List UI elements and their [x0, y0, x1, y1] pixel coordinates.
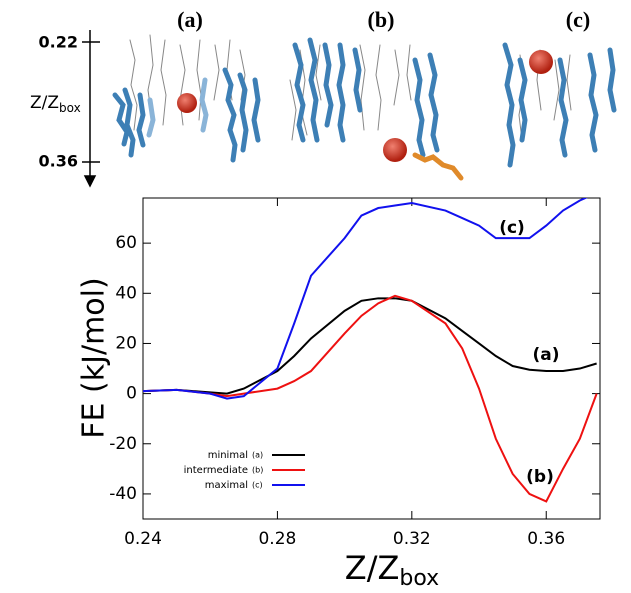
- x-tick-label: 0.24: [124, 529, 162, 549]
- legend-tag: (c): [252, 481, 263, 490]
- series-line: [143, 294, 598, 503]
- snapshots: [112, 34, 617, 181]
- y-tick-label: 20: [115, 333, 137, 353]
- y-tick-label: -20: [109, 434, 137, 454]
- depth-axis: [82, 30, 100, 188]
- annotation: (c): [499, 218, 525, 238]
- depth-label: Z/Zbox: [30, 93, 81, 115]
- depth-label-main: Z/Z: [30, 93, 59, 113]
- depth-tick: 0.22: [39, 33, 78, 52]
- x-axis-label-main: Z/Z: [345, 549, 400, 587]
- y-tick-label: 60: [115, 233, 137, 253]
- y-axis-label: FE (kJ/mol): [77, 277, 112, 438]
- panel-label: (c): [566, 7, 590, 32]
- legend-tag: (b): [252, 466, 263, 475]
- y-tick-label: 40: [115, 283, 137, 303]
- series-line: [143, 198, 588, 400]
- legend-label: intermediate: [184, 465, 248, 476]
- legend-label: maximal: [205, 480, 248, 491]
- series-line: [143, 297, 597, 395]
- series-group: [143, 198, 598, 503]
- y-tick-label: 0: [126, 384, 137, 404]
- x-tick-label: 0.36: [527, 529, 565, 549]
- x-axis-label: Z/Zbox: [345, 549, 439, 591]
- legend-label: minimal: [208, 450, 248, 461]
- panel-label: (a): [177, 7, 203, 32]
- depth-tick: 0.36: [39, 152, 78, 171]
- legend-tag: (a): [252, 451, 263, 460]
- y-tick-label: -40: [109, 484, 137, 504]
- annotation: (b): [526, 467, 554, 487]
- x-axis-label-sub: box: [399, 566, 439, 591]
- panel-label: (b): [368, 7, 395, 32]
- x-tick-label: 0.28: [258, 529, 296, 549]
- annotation: (a): [532, 345, 559, 365]
- x-tick-label: 0.32: [393, 529, 431, 549]
- plot-frame: [142, 197, 601, 520]
- depth-label-sub: box: [59, 101, 81, 115]
